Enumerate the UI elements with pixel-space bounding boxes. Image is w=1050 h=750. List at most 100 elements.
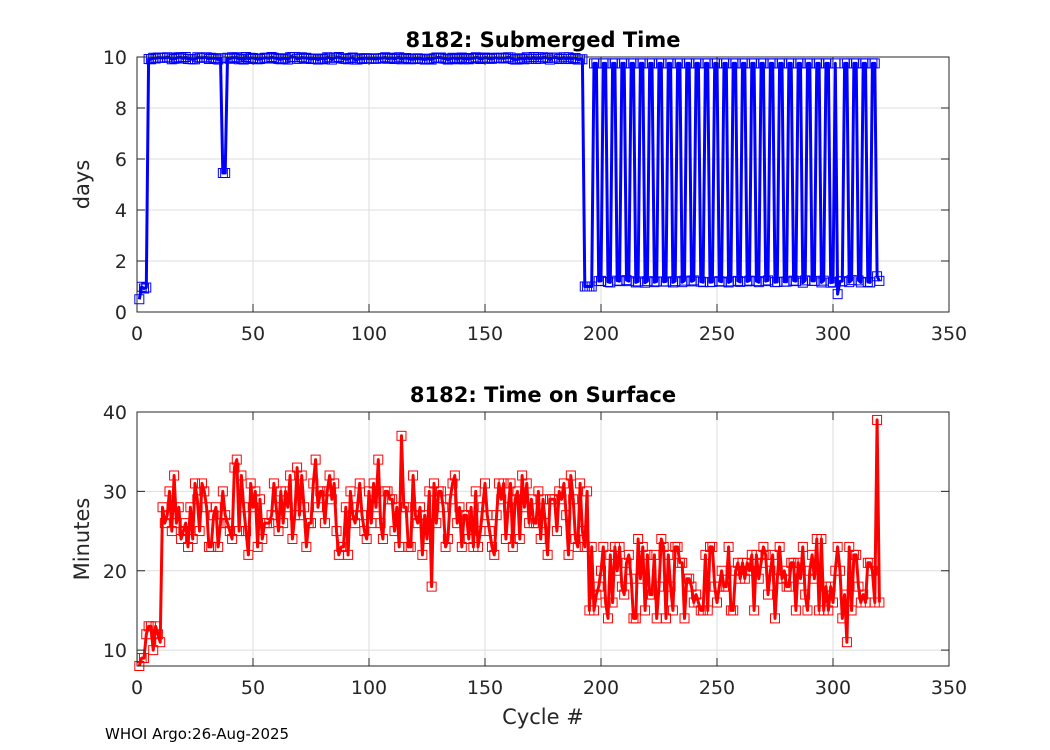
data-point [498,478,509,489]
data-point [593,581,604,592]
y-tick-label: 10 [103,640,127,662]
data-point [723,541,734,552]
data-point [702,605,713,616]
y-tick-label: 2 [115,251,127,273]
data-point [248,502,258,513]
data-point [579,541,590,552]
data-point [684,573,695,584]
data-point [519,502,530,513]
data-point [837,613,848,624]
data-point [774,541,785,552]
data-point [480,478,490,489]
data-point [582,486,593,497]
data-point [874,275,885,286]
y-axis-label-surface: Minutes [70,498,94,581]
data-point [431,518,442,529]
data-point [243,549,254,560]
data-point [405,541,416,552]
data-point [816,534,827,544]
x-tick-label: 250 [699,677,735,699]
data-point [677,557,688,568]
data-point [449,470,460,481]
data-point [440,541,451,552]
data-point [159,518,170,529]
data-point [229,462,240,473]
data-point [213,541,224,552]
data-point [396,430,407,441]
data-point [721,581,732,592]
x-tick-label: 50 [241,677,265,699]
data-point [561,510,572,521]
data-point [150,621,161,632]
chart-title-surface: 8182: Time on Surface [410,383,676,407]
data-point [575,478,586,489]
plot-area-submerged [137,57,949,312]
data-point [257,534,268,544]
data-point [656,534,667,544]
data-point [435,486,446,497]
data-point [503,502,514,513]
data-point [793,557,804,568]
data-point [749,605,760,616]
data-point [869,58,880,69]
y-tick-label: 0 [115,302,127,324]
data-point [510,494,521,505]
data-point [326,494,337,505]
data-point [802,605,813,616]
data-point [767,549,778,560]
data-point [614,541,625,552]
data-point [466,502,477,513]
submerged-time-chart: 0 50 100 150 200 250 300 350 0 2 4 6 8 10 8182: Subme… [70,28,967,345]
data-point [602,613,613,624]
data-point [438,502,449,513]
data-point [173,502,184,513]
data-point [306,518,316,529]
data-point [445,494,456,505]
data-point [572,541,583,552]
data-point [185,502,196,513]
series-time-on-surface [134,414,885,671]
data-point [264,518,275,529]
data-point [521,478,532,489]
data-point [377,534,388,544]
data-point [841,637,852,648]
data-point [753,573,764,584]
data-point [649,549,660,560]
data-point [176,534,187,544]
x-tick-label: 200 [583,677,619,699]
data-point [308,478,319,489]
data-point [220,510,231,521]
data-point [535,534,546,544]
data-point [190,478,200,489]
axes-frame-surface [136,411,950,667]
data-point [765,565,776,576]
data-point [770,613,780,624]
data-point [426,581,437,592]
chart-title-submerged: 8182: Submerged Time [405,28,680,52]
data-point [210,502,221,513]
y-tick-label: 6 [115,149,127,171]
data-point [654,581,664,592]
data-point [280,486,291,497]
data-point [630,613,641,624]
series-line [137,418,881,667]
data-point [401,502,412,513]
data-point [375,518,386,529]
data-point [206,541,217,552]
data-point [217,486,228,497]
data-point [155,637,166,648]
data-point [412,518,423,529]
data-point [665,581,676,592]
data-point [208,510,219,521]
data-point [486,541,497,552]
data-point [389,526,400,537]
data-point [222,518,233,529]
footer-credit: WHOI Argo:26-Aug-2025 [105,725,290,743]
data-point [285,470,296,481]
y-axis-label-submerged: days [70,160,94,210]
data-point [642,549,653,560]
data-point [832,541,843,552]
data-point [800,589,811,600]
data-point [551,526,562,537]
data-point [417,549,428,560]
